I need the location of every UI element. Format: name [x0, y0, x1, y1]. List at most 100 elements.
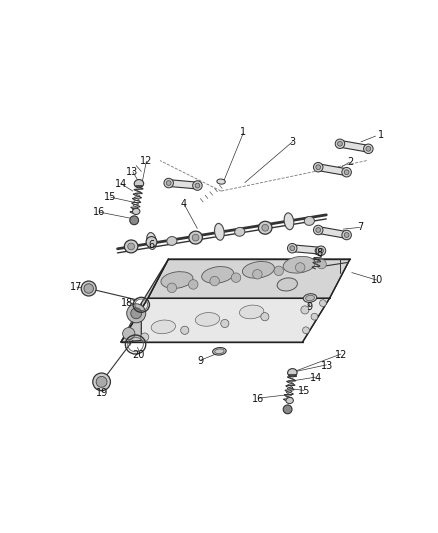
- Text: 15: 15: [298, 386, 311, 397]
- Ellipse shape: [215, 349, 224, 354]
- Ellipse shape: [304, 216, 314, 225]
- Circle shape: [295, 263, 305, 272]
- Circle shape: [320, 300, 326, 306]
- Text: 4: 4: [181, 199, 187, 209]
- Circle shape: [342, 230, 351, 240]
- Ellipse shape: [258, 221, 272, 234]
- Text: 14: 14: [115, 179, 127, 189]
- Circle shape: [342, 167, 351, 177]
- Ellipse shape: [217, 179, 225, 184]
- Ellipse shape: [189, 231, 202, 244]
- Ellipse shape: [240, 305, 264, 319]
- Text: 17: 17: [70, 282, 82, 292]
- Ellipse shape: [283, 256, 315, 273]
- Polygon shape: [168, 180, 198, 189]
- Circle shape: [84, 284, 93, 293]
- Ellipse shape: [288, 369, 297, 377]
- Ellipse shape: [242, 262, 275, 278]
- Ellipse shape: [277, 278, 297, 291]
- Ellipse shape: [134, 180, 144, 188]
- Ellipse shape: [161, 272, 193, 288]
- Circle shape: [146, 237, 157, 247]
- Text: 1: 1: [378, 130, 384, 140]
- Text: 19: 19: [95, 388, 108, 398]
- Circle shape: [316, 246, 326, 255]
- Polygon shape: [148, 259, 350, 298]
- Circle shape: [123, 328, 135, 340]
- Circle shape: [303, 327, 309, 334]
- Circle shape: [314, 225, 323, 235]
- Circle shape: [274, 266, 283, 276]
- Polygon shape: [121, 259, 169, 342]
- Polygon shape: [292, 245, 321, 254]
- Ellipse shape: [167, 237, 177, 245]
- Polygon shape: [318, 227, 347, 238]
- Circle shape: [167, 283, 177, 293]
- Ellipse shape: [284, 213, 294, 230]
- Circle shape: [192, 234, 199, 241]
- Circle shape: [335, 139, 345, 149]
- Text: 13: 13: [126, 167, 138, 177]
- Ellipse shape: [132, 208, 140, 214]
- Text: 12: 12: [140, 156, 152, 166]
- Text: 8: 8: [317, 248, 322, 258]
- Circle shape: [283, 405, 292, 414]
- Circle shape: [344, 170, 349, 175]
- Circle shape: [314, 163, 323, 172]
- Text: 1: 1: [240, 127, 246, 138]
- Ellipse shape: [201, 266, 234, 284]
- Text: 16: 16: [93, 207, 105, 217]
- Circle shape: [131, 308, 141, 319]
- Ellipse shape: [306, 295, 314, 301]
- Circle shape: [81, 281, 96, 296]
- Circle shape: [210, 276, 219, 286]
- Ellipse shape: [286, 398, 293, 403]
- Circle shape: [195, 183, 200, 188]
- Text: 10: 10: [371, 275, 383, 285]
- Text: 12: 12: [336, 350, 348, 360]
- Text: 15: 15: [104, 192, 116, 202]
- Text: 7: 7: [357, 222, 364, 232]
- Ellipse shape: [195, 312, 220, 326]
- Circle shape: [318, 248, 323, 253]
- Ellipse shape: [151, 320, 176, 334]
- Text: 9: 9: [198, 357, 204, 367]
- Circle shape: [338, 141, 343, 146]
- Polygon shape: [121, 298, 330, 342]
- Text: 2: 2: [347, 157, 353, 167]
- Circle shape: [93, 373, 110, 391]
- Circle shape: [364, 144, 373, 154]
- Circle shape: [261, 313, 269, 321]
- Circle shape: [344, 232, 349, 237]
- Ellipse shape: [147, 232, 156, 249]
- Text: 6: 6: [148, 240, 155, 251]
- Circle shape: [188, 280, 198, 289]
- Circle shape: [290, 246, 295, 251]
- Ellipse shape: [212, 348, 226, 355]
- Text: 9: 9: [306, 302, 312, 312]
- Circle shape: [166, 181, 171, 185]
- Circle shape: [130, 216, 138, 225]
- Circle shape: [127, 304, 146, 323]
- Ellipse shape: [215, 223, 224, 240]
- Text: 18: 18: [121, 298, 133, 308]
- Circle shape: [311, 313, 318, 320]
- Text: 16: 16: [252, 394, 265, 404]
- Circle shape: [96, 376, 107, 387]
- Circle shape: [181, 326, 189, 334]
- Circle shape: [316, 228, 321, 232]
- Circle shape: [221, 319, 229, 328]
- Text: 3: 3: [290, 136, 295, 147]
- Ellipse shape: [303, 294, 317, 302]
- Text: 14: 14: [310, 374, 322, 383]
- Circle shape: [287, 244, 297, 253]
- Text: 20: 20: [133, 350, 145, 360]
- Polygon shape: [318, 164, 347, 175]
- Circle shape: [193, 181, 202, 190]
- Text: 13: 13: [321, 361, 333, 371]
- Ellipse shape: [315, 247, 322, 254]
- Circle shape: [128, 243, 134, 250]
- Circle shape: [164, 179, 173, 188]
- Circle shape: [253, 270, 262, 279]
- Polygon shape: [339, 140, 369, 152]
